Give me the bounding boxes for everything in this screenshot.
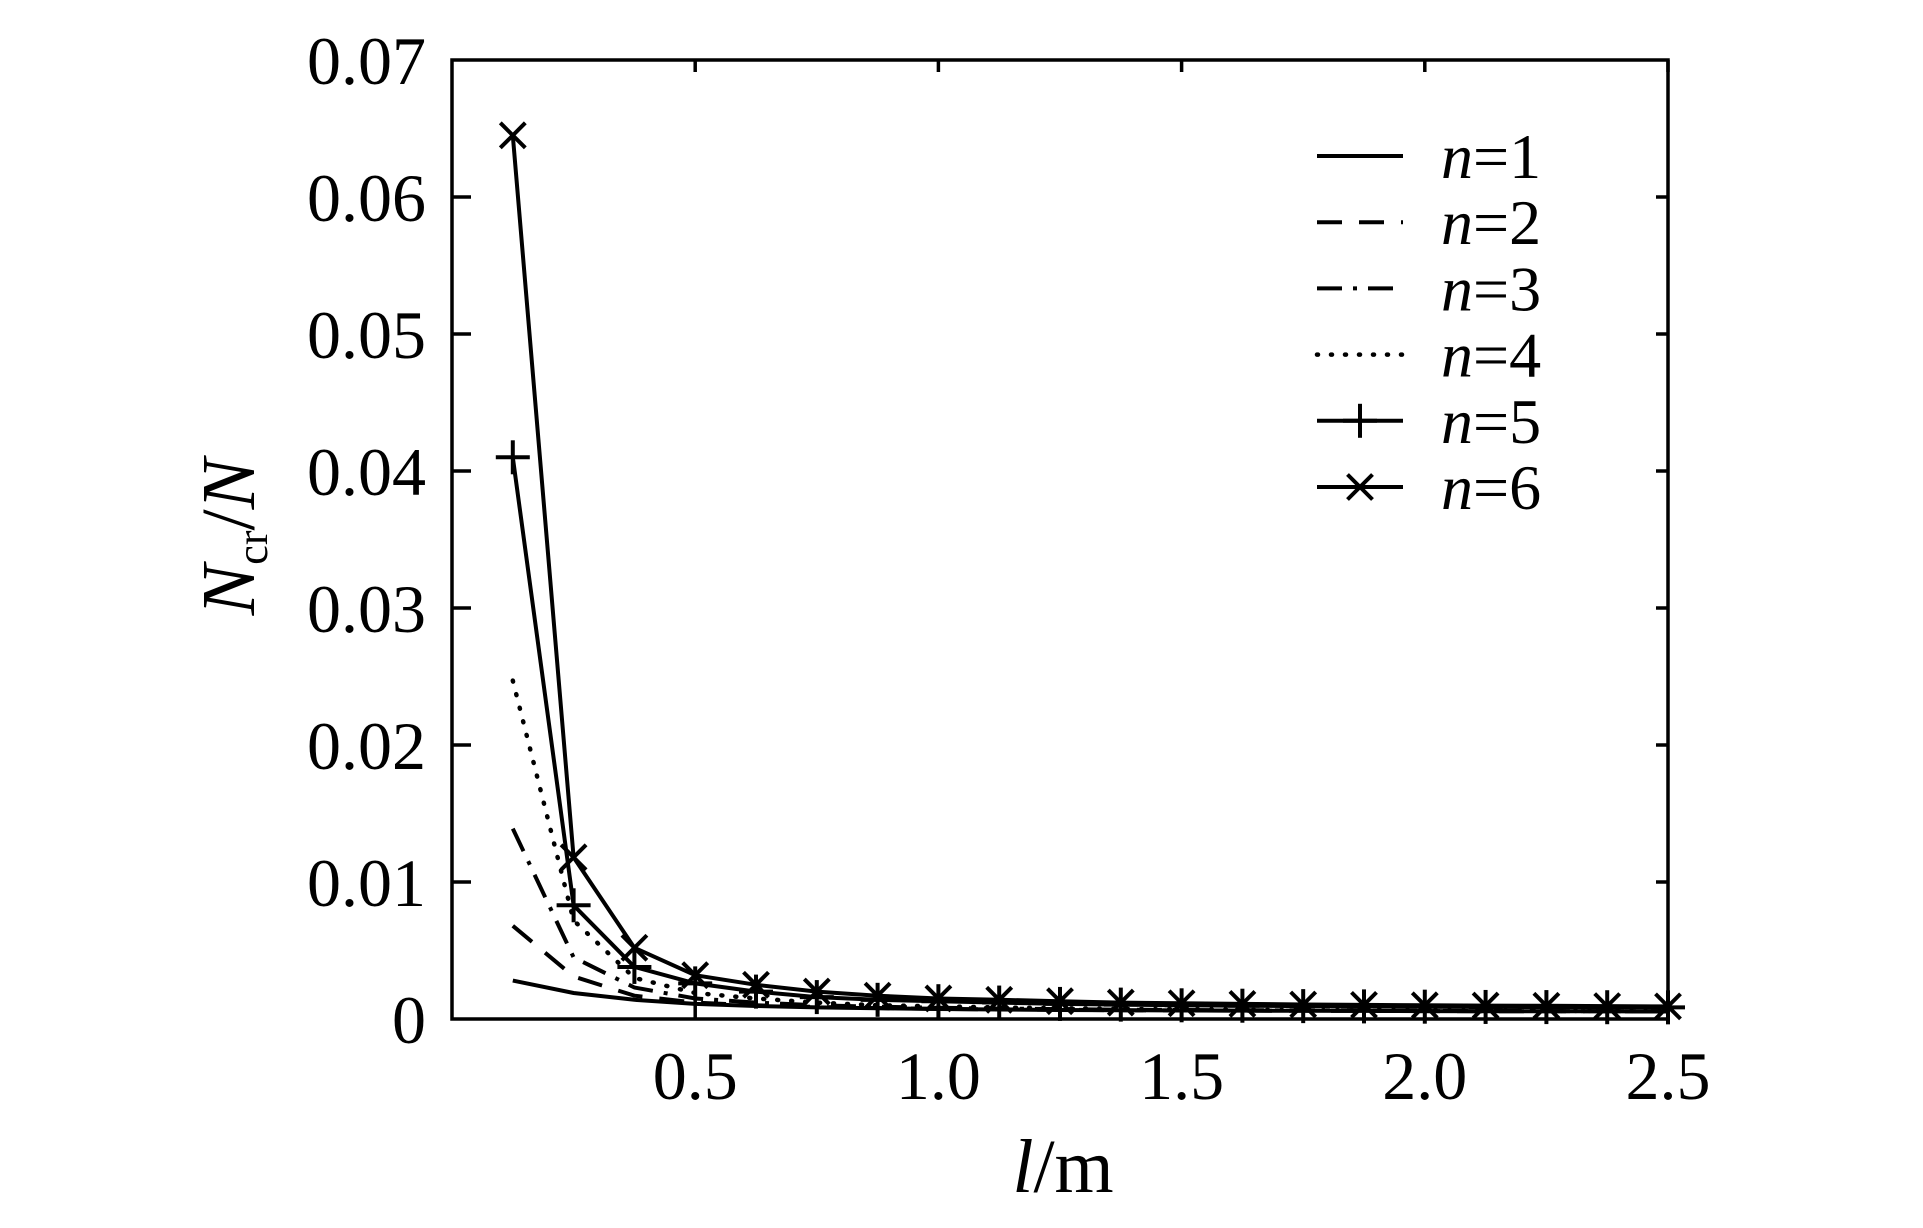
x-tick-label: 1.0 xyxy=(896,1038,981,1114)
axes: 0.5 1.0 1.5 2.0 2.5 0 0.01 0.02 0.03 0.04 0.05 0.06… xyxy=(307,23,1711,1114)
series-line xyxy=(510,678,1671,1014)
cross-marker-icon xyxy=(1471,991,1500,1020)
legend-label: n=2 xyxy=(1441,187,1541,258)
x-axis-title-unit: /m xyxy=(1033,1125,1114,1209)
legend: n=1n=2n=3n=4n=5n=6 xyxy=(1314,121,1541,523)
cross-marker-icon xyxy=(559,843,588,872)
x-tick-label: 1.5 xyxy=(1139,1038,1224,1114)
y-tick-label: 0.01 xyxy=(307,845,426,921)
cross-marker-icon xyxy=(1289,990,1318,1019)
x-tick-label: 0.5 xyxy=(653,1038,738,1114)
cross-marker-icon xyxy=(498,121,527,150)
series-n=4 xyxy=(510,678,1671,1014)
cross-marker-icon xyxy=(1532,991,1561,1020)
cross-marker-icon xyxy=(985,985,1014,1014)
cross-marker-icon xyxy=(620,933,649,962)
y-axis-title-slash: / xyxy=(186,509,271,531)
legend-item-n=2: n=2 xyxy=(1317,187,1541,258)
cross-marker-icon xyxy=(1654,992,1682,1021)
cross-marker-icon xyxy=(1167,989,1196,1018)
y-tick-label: 0 xyxy=(392,982,426,1058)
legend-item-n=6: n=6 xyxy=(1317,452,1541,523)
cross-marker-icon xyxy=(863,981,892,1010)
y-axis-title-symbol2: N xyxy=(186,458,271,510)
series-n=5 xyxy=(495,440,1685,1025)
y-axis-title-subscript: cr xyxy=(228,530,278,565)
y-tick-label: 0.05 xyxy=(307,297,426,373)
series-line xyxy=(510,827,1669,1014)
y-tick-label: 0.04 xyxy=(307,434,426,510)
series-line xyxy=(510,457,1669,1010)
x-axis-title-symbol: l xyxy=(1012,1125,1034,1209)
legend-label: n=5 xyxy=(1441,386,1541,457)
series-line xyxy=(510,135,1669,1009)
x-axis-title: l/m xyxy=(1012,1129,1113,1205)
cross-marker-icon xyxy=(802,977,831,1006)
legend-label: n=6 xyxy=(1441,452,1541,523)
series-n=3 xyxy=(510,827,1669,1014)
series-n=6 xyxy=(498,121,1682,1021)
cross-marker-icon xyxy=(1106,988,1135,1017)
cross-marker-icon xyxy=(681,961,710,990)
y-axis-title-symbol: N xyxy=(186,564,271,616)
x-tick-label: 2.0 xyxy=(1382,1038,1467,1114)
cross-marker-icon xyxy=(1228,990,1257,1018)
cross-marker-icon xyxy=(1046,987,1074,1016)
cross-marker-icon xyxy=(742,970,770,999)
legend-item-n=4: n=4 xyxy=(1314,320,1541,391)
cross-marker-icon xyxy=(1593,992,1622,1021)
legend-item-n=3: n=3 xyxy=(1317,253,1541,324)
y-tick-label: 0.07 xyxy=(307,23,426,99)
cross-marker-icon xyxy=(1350,990,1378,1019)
legend-label: n=3 xyxy=(1441,253,1541,324)
legend-label: n=4 xyxy=(1441,320,1541,391)
legend-item-n=5: n=5 xyxy=(1317,386,1541,457)
y-tick-label: 0.03 xyxy=(307,571,426,647)
y-tick-label: 0.02 xyxy=(307,708,426,784)
y-axis-title: Ncr/N xyxy=(187,459,278,616)
legend-label: n=1 xyxy=(1441,121,1541,192)
legend-item-n=1: n=1 xyxy=(1317,121,1541,192)
y-tick-label: 0.06 xyxy=(307,160,426,236)
cross-marker-icon xyxy=(924,984,953,1013)
cross-marker-icon xyxy=(1410,991,1439,1020)
cross-marker-icon xyxy=(1346,473,1374,501)
x-tick-label: 2.5 xyxy=(1626,1038,1711,1114)
